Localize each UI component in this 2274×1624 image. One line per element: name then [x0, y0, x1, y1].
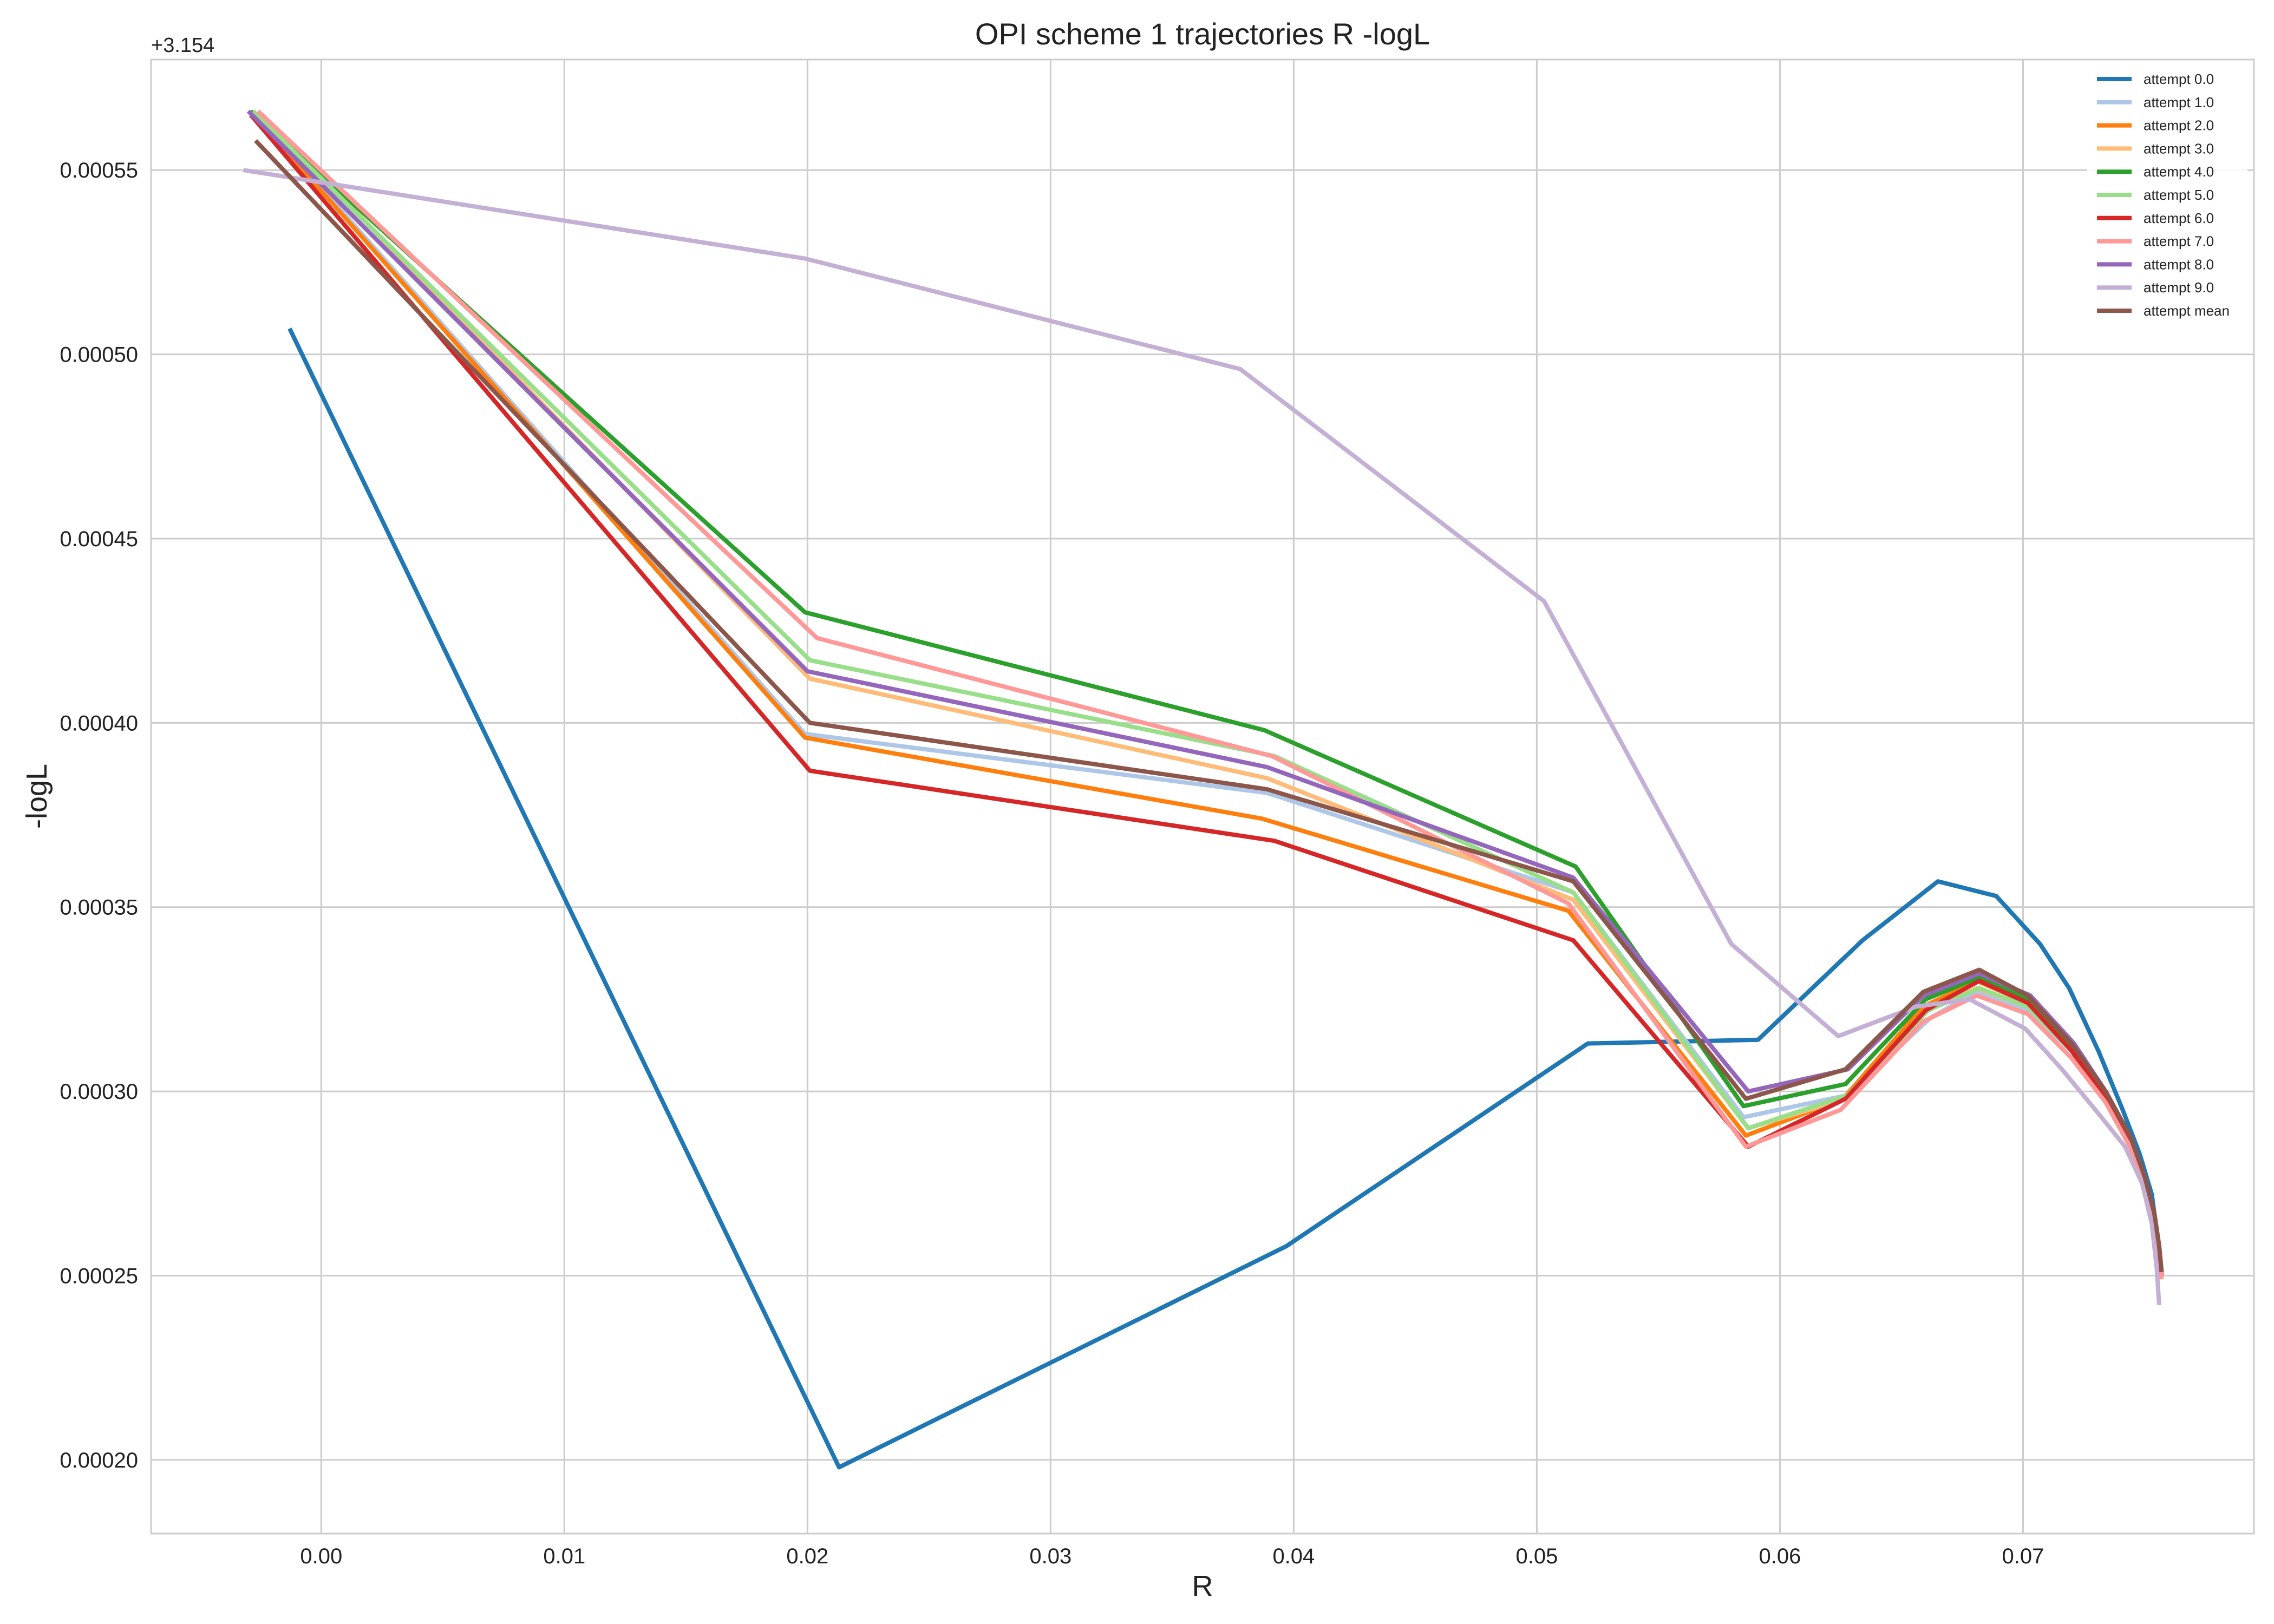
legend-label-7: attempt 7.0 — [2144, 233, 2214, 250]
legend-label-3: attempt 3.0 — [2144, 140, 2214, 156]
x-tick-label: 0.01 — [543, 1544, 585, 1568]
plot-area — [151, 60, 2254, 1534]
legend-label-5: attempt 5.0 — [2144, 187, 2214, 203]
legend: attempt 0.0 attempt 1.0 attempt 2.0 attempt… — [2087, 66, 2247, 327]
legend-label-1: attempt 1.0 — [2144, 94, 2214, 110]
x-axis-label: R — [1192, 1570, 1213, 1602]
legend-label-2: attempt 2.0 — [2144, 117, 2214, 134]
chart-title: OPI scheme 1 trajectories R -logL — [975, 17, 1430, 51]
y-tick-label: 0.00040 — [60, 711, 138, 735]
y-tick-label: 0.00045 — [60, 527, 138, 551]
y-axis-label: -logL — [21, 764, 53, 829]
legend-label-10: attempt mean — [2144, 303, 2230, 319]
x-tick-label: 0.04 — [1272, 1544, 1315, 1568]
legend-label-8: attempt 8.0 — [2144, 256, 2214, 272]
y-tick-label: 0.00020 — [60, 1449, 138, 1472]
series-line-9 — [243, 168, 2161, 1306]
x-tick-label: 0.02 — [786, 1544, 828, 1568]
legend-label-9: attempt 9.0 — [2144, 279, 2214, 296]
x-tick-label: 0.06 — [1759, 1544, 1801, 1568]
y-tick-labels: 0.00020 0.00025 0.00030 0.00035 0.00040 0.000… — [60, 159, 138, 1472]
y-offset-label: +3.154 — [151, 34, 214, 57]
legend-label-4: attempt 4.0 — [2144, 163, 2214, 180]
y-tick-label: 0.00025 — [60, 1264, 138, 1288]
series-layer — [243, 109, 2164, 1470]
x-tick-label: 0.03 — [1029, 1544, 1071, 1568]
x-tick-label: 0.05 — [1515, 1544, 1558, 1568]
y-tick-label: 0.00030 — [60, 1080, 138, 1104]
x-tick-labels: 0.00 0.01 0.02 0.03 0.04 0.05 0.06 0.07 — [300, 1544, 2044, 1568]
y-tick-label: 0.00050 — [60, 343, 138, 367]
y-tick-label: 0.00055 — [60, 159, 138, 182]
y-tick-label: 0.00035 — [60, 896, 138, 920]
legend-label-6: attempt 6.0 — [2144, 210, 2214, 226]
plot-frame — [150, 58, 2255, 1535]
series-line-10 — [254, 139, 2164, 1273]
legend-label-0: attempt 0.0 — [2144, 71, 2214, 87]
grid — [151, 60, 2254, 1534]
x-tick-label: 0.00 — [300, 1544, 342, 1568]
x-tick-label: 0.07 — [2002, 1544, 2044, 1568]
